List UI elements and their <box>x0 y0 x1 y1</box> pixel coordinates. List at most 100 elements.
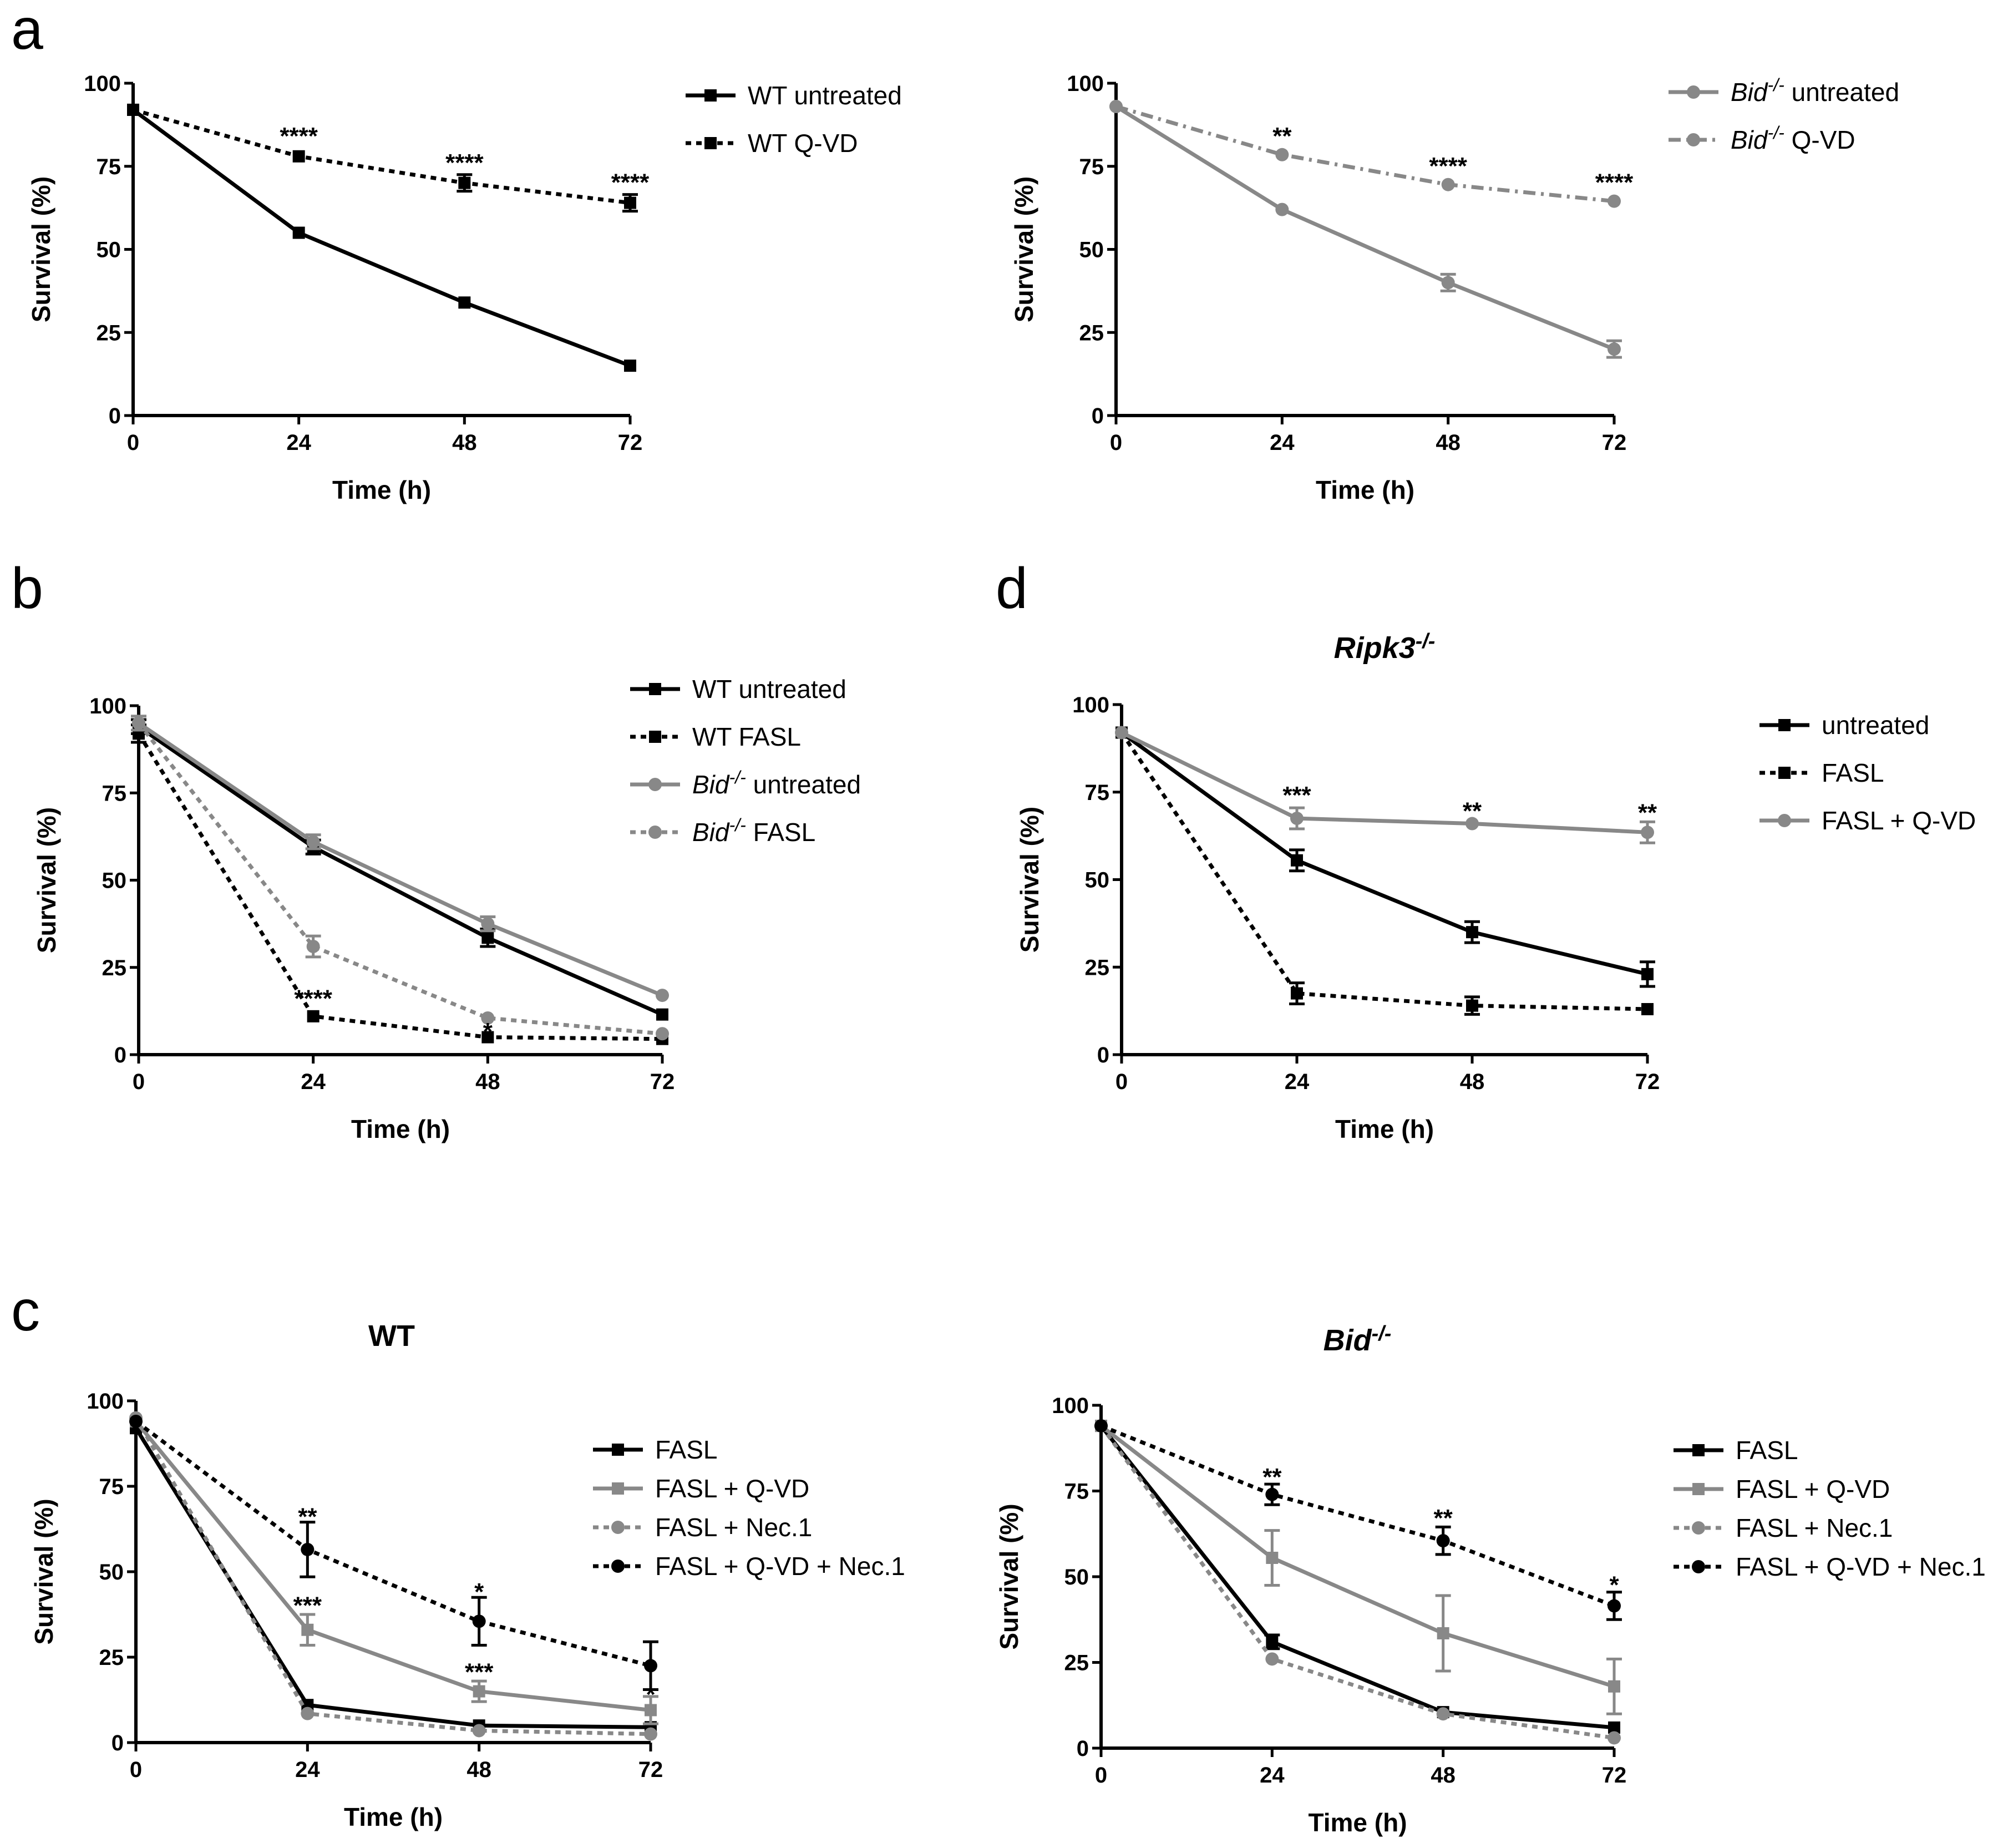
legend: FASL FASL + Q-VD FASL + Nec.1 FASL + Q-VD +… <box>593 1435 905 1581</box>
legend-label: Bid-/- FASL <box>692 815 815 847</box>
y-tick-label: 0 <box>114 1043 126 1067</box>
y-axis-label: Survival (%) <box>1010 176 1038 322</box>
y-axis-label: Survival (%) <box>1015 807 1044 953</box>
legend-label-sup: -/- <box>1767 75 1784 95</box>
data-point <box>473 1685 485 1698</box>
data-point <box>301 1542 315 1556</box>
data-point <box>1115 726 1128 740</box>
legend-label: FASL + Nec.1 <box>1736 1513 1893 1542</box>
data-point <box>307 1010 320 1022</box>
series-3 <box>1094 1419 1622 1621</box>
series-line <box>1120 731 1648 976</box>
legend-marker <box>1692 1560 1705 1573</box>
series-line <box>1099 1424 1615 1689</box>
y-tick-label: 100 <box>1072 693 1109 717</box>
data-point <box>1290 812 1304 826</box>
series-line <box>138 721 663 998</box>
series-line <box>1099 1424 1615 1730</box>
legend-marker <box>649 731 661 743</box>
data-point <box>1608 1680 1620 1693</box>
legend-marker <box>612 1444 624 1456</box>
y-tick-label: 75 <box>102 781 127 806</box>
data-point <box>1436 1534 1450 1548</box>
legend-marker <box>1687 133 1700 146</box>
data-point <box>1265 1652 1279 1666</box>
significance-label: **** <box>294 985 332 1012</box>
x-tick-label: 72 <box>1602 431 1627 455</box>
legend-label-suffix: Q-VD <box>1784 125 1855 154</box>
legend-label-suffix: untreated <box>1784 78 1899 107</box>
series-0 <box>1115 726 1655 988</box>
legend-marker <box>704 137 717 149</box>
legend-label: Bid-/- untreated <box>1731 75 1899 107</box>
series-line <box>1120 731 1648 1011</box>
x-axis-label: Time (h) <box>1335 1115 1434 1143</box>
y-tick-label: 75 <box>1079 155 1104 179</box>
data-point <box>481 1011 495 1025</box>
data-point <box>292 150 305 163</box>
legend-label-main: FASL + Q-VD <box>1736 1475 1890 1503</box>
data-point <box>644 1659 657 1673</box>
data-point <box>481 1031 494 1044</box>
legend-marker <box>1778 719 1791 731</box>
y-axis-label: Survival (%) <box>27 176 55 322</box>
legend-label: FASL + Q-VD <box>1736 1475 1890 1503</box>
data-point <box>127 103 139 116</box>
legend-label: FASL + Q-VD <box>655 1474 809 1503</box>
significance-label: ** <box>1638 799 1657 827</box>
x-tick-label: 48 <box>1460 1070 1485 1094</box>
legend-label: FASL + Q-VD + Nec.1 <box>655 1552 905 1581</box>
y-axis-label: Survival (%) <box>29 1498 58 1644</box>
data-point <box>1436 1707 1450 1721</box>
data-point <box>624 360 636 372</box>
legend: WT untreated WT Q-VD <box>686 81 902 158</box>
legend-label-main: FASL + Nec.1 <box>1736 1513 1893 1542</box>
series-line <box>1120 731 1648 834</box>
significance-label: **** <box>280 123 318 150</box>
legend-marker <box>611 1521 625 1534</box>
legend-marker <box>1692 1483 1705 1495</box>
data-point <box>1641 1003 1654 1015</box>
legend-label: Bid-/- Q-VD <box>1731 123 1855 154</box>
data-point <box>645 1704 657 1717</box>
legend-marker <box>1692 1444 1705 1456</box>
y-tick-label: 0 <box>1092 404 1104 428</box>
data-point <box>481 917 495 931</box>
y-tick-label: 25 <box>99 1646 124 1670</box>
y-axis-label: Survival (%) <box>32 807 61 953</box>
data-point <box>292 226 305 239</box>
data-point <box>1441 178 1455 191</box>
y-tick-label: 50 <box>102 869 127 893</box>
significance-label: **** <box>445 149 484 176</box>
y-tick-label: 100 <box>1067 72 1104 96</box>
y-tick-label: 75 <box>97 155 121 179</box>
x-tick-label: 48 <box>466 1758 491 1782</box>
y-tick-label: 25 <box>1079 321 1104 345</box>
significance-label: ** <box>1463 797 1482 824</box>
significance-label: *** <box>293 1592 322 1619</box>
x-axis-label: Time (h) <box>1316 475 1414 504</box>
series-3 <box>131 715 669 1041</box>
data-point <box>1266 1636 1279 1648</box>
x-tick-label: 72 <box>1602 1763 1627 1788</box>
legend-label: WT untreated <box>692 675 846 703</box>
chart-title-sup: -/- <box>1416 630 1436 653</box>
chart-title-main: Ripk3 <box>1334 631 1416 665</box>
legend-label-sup: -/- <box>729 767 746 787</box>
data-point <box>1441 276 1455 290</box>
legend-label: WT FASL <box>692 722 801 751</box>
series-0 <box>130 1422 657 1734</box>
y-tick-label: 25 <box>1064 1651 1089 1675</box>
data-point <box>1275 148 1289 161</box>
chart-title-sup: -/- <box>1372 1322 1392 1345</box>
x-axis-label: Time (h) <box>332 475 431 504</box>
significance-label: * <box>474 1578 484 1606</box>
significance-label: *** <box>1282 782 1311 809</box>
x-tick-label: 72 <box>618 431 643 455</box>
data-point <box>1466 817 1479 831</box>
legend-label-sup: -/- <box>729 815 746 835</box>
chart-title-main: WT <box>368 1319 415 1353</box>
series-0 <box>1109 99 1622 359</box>
legend-marker <box>648 826 662 839</box>
